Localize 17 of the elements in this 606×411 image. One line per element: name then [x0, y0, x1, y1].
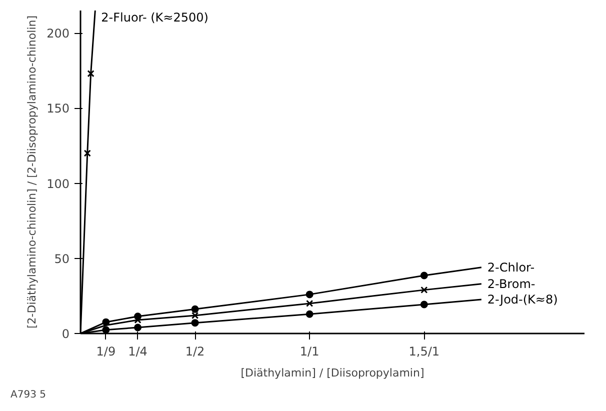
x-tick-label: 1/9: [96, 344, 116, 358]
series-label: 2-Brom-: [487, 276, 536, 291]
y-tick-label: 50: [54, 252, 70, 266]
y-tick-label: 200: [46, 26, 70, 41]
y-tick-label: 150: [46, 102, 70, 116]
x-tick-label: 1/1: [300, 344, 320, 358]
x-axis-title: [Diäthylamin] / [Diisopropylamin]: [240, 366, 424, 380]
y-tick-label: 100: [46, 176, 70, 191]
series-label: 2-Fluor- (K≈2500): [101, 10, 208, 24]
series-label: 2-Jod-(K≈8): [487, 292, 558, 307]
text: A793 5: [10, 390, 46, 400]
y-axis-title: [2-Diäthylamino-chinolin] / [2-Diisopropylamino-chinolin]: [26, 15, 39, 328]
x-tick-label: 1,5/1: [408, 344, 440, 358]
x-tick-label: 1/4: [128, 344, 148, 358]
y-tick-label: 0: [62, 327, 70, 341]
x-tick-label: 1/2: [185, 344, 205, 358]
series-label: 2-Chlor-: [487, 260, 535, 274]
